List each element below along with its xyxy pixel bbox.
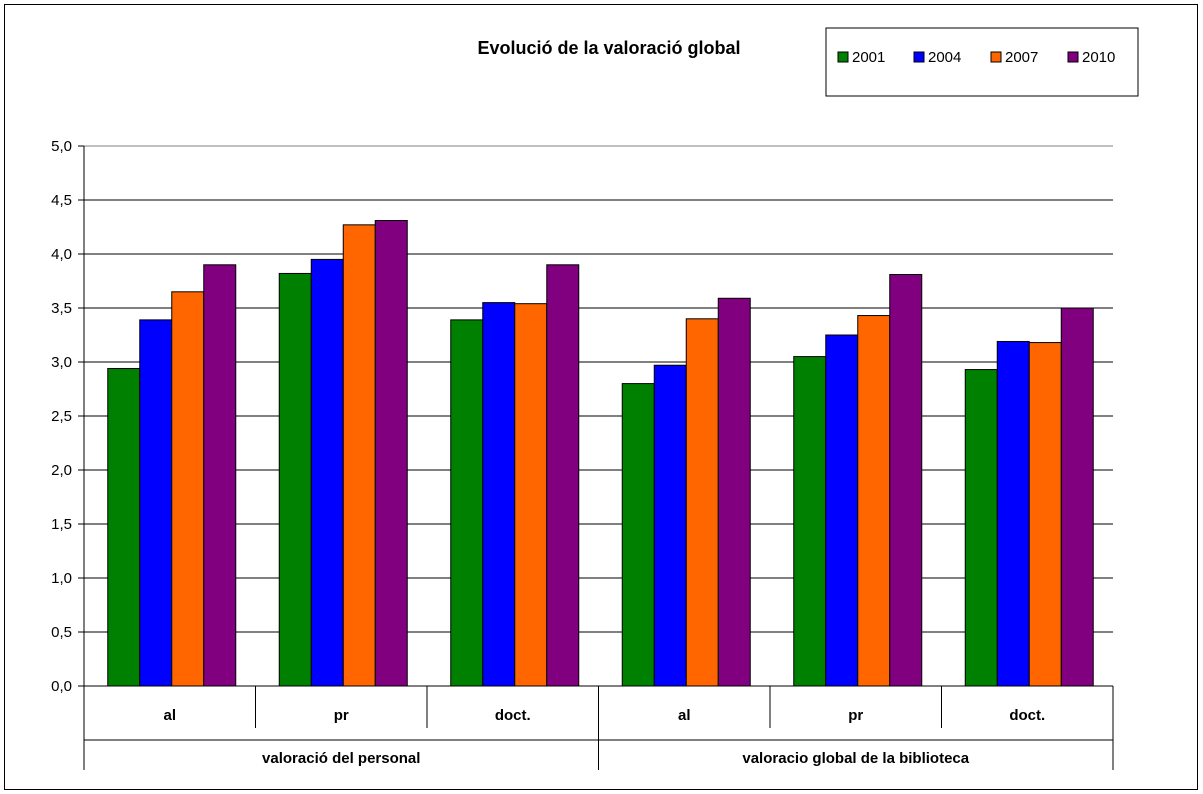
y-tick-label: 3,0 (51, 354, 72, 371)
bar-2007-4 (857, 315, 891, 687)
y-tick-label: 0,5 (51, 624, 72, 641)
y-tick-label: 1,5 (51, 516, 72, 533)
x-category-labels: al pr doct. al pr doct. valoració del personal… (163, 707, 1045, 767)
x-category-label: pr (848, 707, 863, 724)
legend-label: 2010 (1082, 49, 1115, 66)
bar-2010-4 (889, 274, 923, 687)
y-tick-label: 5,0 (51, 138, 72, 155)
bar-2007-3 (685, 318, 719, 687)
bars (107, 220, 1094, 687)
bar-2007-1 (342, 224, 376, 687)
bar-2010-3 (717, 297, 751, 687)
y-tick-label: 2,5 (51, 408, 72, 425)
bar-2001-4 (793, 356, 827, 687)
y-tick-label: 4,0 (51, 246, 72, 263)
y-tick-label: 1,0 (51, 570, 72, 587)
chart-title: Evolució de la valoració global (477, 38, 740, 58)
bar-2007-5 (1028, 342, 1062, 687)
bar-2004-5 (996, 340, 1030, 687)
y-tick-label: 2,0 (51, 462, 72, 479)
bar-2004-3 (653, 364, 687, 687)
bar-2007-0 (171, 291, 205, 687)
x-group-label: valoració del personal (262, 750, 420, 767)
x-group-label: valoracio global de la biblioteca (742, 750, 969, 767)
bar-2001-1 (278, 272, 312, 687)
bar-2007-2 (514, 303, 548, 687)
bar-2004-4 (825, 334, 859, 687)
gridlines (84, 145, 1113, 633)
x-category-label: doct. (1009, 707, 1045, 724)
bar-2004-0 (139, 319, 173, 687)
legend-label: 2007 (1005, 49, 1038, 66)
bar-2001-2 (450, 319, 484, 687)
legend-box (825, 27, 1139, 97)
axes (78, 145, 1114, 770)
y-tick-label: 3,5 (51, 300, 72, 317)
legend-swatch (990, 51, 1002, 63)
x-category-label: doct. (495, 707, 531, 724)
bar-2010-2 (546, 264, 580, 687)
legend-swatch (913, 51, 925, 63)
legend-label: 2001 (852, 49, 885, 66)
legend-label: 2004 (928, 49, 961, 66)
legend-swatch (837, 51, 849, 63)
y-tick-label: 4,5 (51, 192, 72, 209)
bar-2001-0 (107, 367, 141, 687)
x-category-label: pr (334, 707, 349, 724)
bar-2004-1 (310, 258, 344, 687)
bar-2004-2 (482, 302, 516, 687)
legend: 2001 2004 2007 2010 (825, 27, 1139, 97)
y-tick-label: 0,0 (51, 678, 72, 695)
x-category-label: al (678, 707, 691, 724)
bar-2010-5 (1060, 307, 1094, 687)
bar-2010-1 (374, 220, 408, 687)
bar-2010-0 (203, 264, 237, 687)
bar-2001-5 (964, 369, 998, 687)
y-tick-labels: 0,0 0,5 1,0 1,5 2,0 2,5 3,0 3,5 4,0 4,5 5,0 (51, 138, 72, 695)
legend-swatch (1067, 51, 1079, 63)
bar-2001-3 (621, 383, 655, 687)
x-category-label: al (163, 707, 176, 724)
